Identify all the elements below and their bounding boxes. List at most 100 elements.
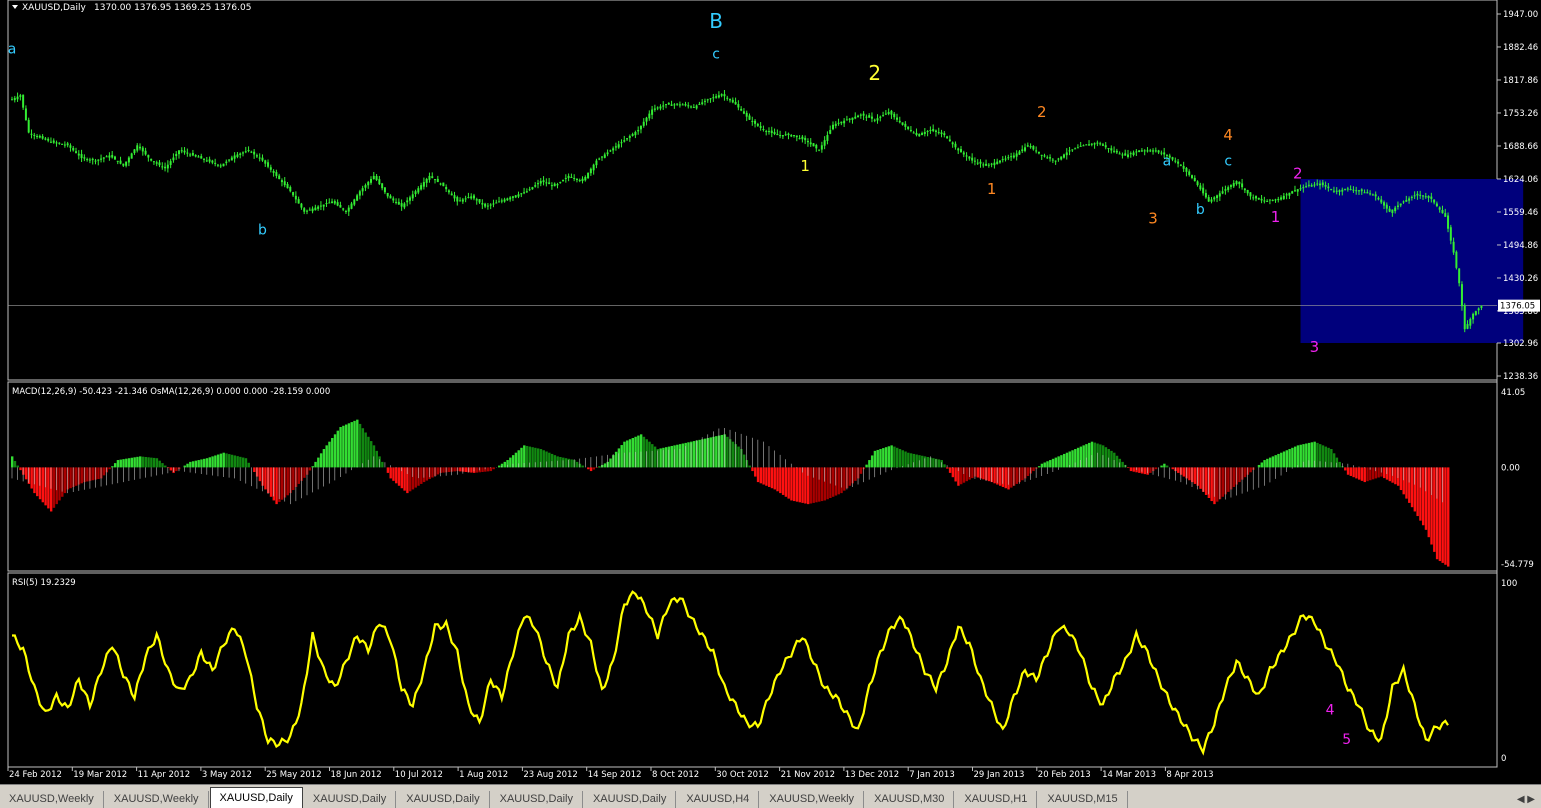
- tab-xauusd-weekly[interactable]: XAUUSD,Weekly: [105, 791, 209, 808]
- candle-body: [1004, 158, 1007, 160]
- tab-scroll-arrows-icon[interactable]: ◀ ▶: [1516, 794, 1535, 805]
- candle-body: [578, 180, 581, 182]
- macd-bar: [559, 456, 562, 468]
- macd-bar: [200, 459, 203, 468]
- tab-xauusd-daily[interactable]: XAUUSD,Daily: [397, 791, 490, 808]
- candle-body: [63, 144, 66, 146]
- candle-body: [1088, 144, 1091, 146]
- candle-body: [478, 199, 481, 203]
- tab-xauusd-h1[interactable]: XAUUSD,H1: [955, 791, 1038, 808]
- macd-bar: [1410, 467, 1414, 508]
- candle-body: [948, 139, 951, 142]
- candle-body: [389, 195, 392, 199]
- chart-window[interactable]: a Bc b 2 1 2 1 4 3 a c b 2 1 3 MACD(12,26,9) -50.423 -…: [0, 0, 1541, 784]
- candle-body: [283, 181, 286, 186]
- candle-body: [1421, 195, 1424, 197]
- macd-pane[interactable]: MACD(12,26,9) -50.423 -21.346 OsMA(12,26…: [11, 387, 1450, 567]
- tab-xauusd-daily[interactable]: XAUUSD,Daily: [209, 787, 303, 808]
- candle-body: [653, 108, 656, 110]
- tab-xauusd-daily[interactable]: XAUUSD,Daily: [584, 791, 677, 808]
- candle-body: [395, 201, 398, 203]
- candle-body: [934, 130, 937, 133]
- price-pane[interactable]: a Bc b 2 1 2 1 4 3 a c b 2 1 3: [8, 9, 1524, 356]
- macd-bar: [1216, 467, 1219, 502]
- macd-bar: [122, 459, 125, 468]
- candle-body: [1374, 194, 1377, 197]
- candle-body: [1018, 151, 1021, 155]
- chevron-down-icon[interactable]: [12, 5, 18, 9]
- price-tick-label: 1882.46: [1503, 43, 1538, 53]
- macd-bar: [1266, 458, 1269, 468]
- macd-bar: [882, 448, 885, 468]
- macd-bar: [127, 458, 131, 468]
- macd-bar: [754, 467, 757, 477]
- macd-bar: [1129, 467, 1133, 472]
- macd-bar: [1369, 467, 1372, 481]
- candle-body: [80, 154, 83, 159]
- candle-body: [1182, 165, 1185, 169]
- macd-bar: [356, 419, 359, 468]
- tab-xauusd-m30[interactable]: XAUUSD,M30: [865, 791, 955, 808]
- macd-bar: [80, 467, 83, 484]
- candle-body: [536, 183, 539, 185]
- candle-body: [1085, 144, 1088, 146]
- rsi-pane[interactable]: RSI(5) 19.2329 45: [12, 578, 1449, 756]
- macd-bar: [1082, 445, 1085, 468]
- candle-body: [1110, 148, 1113, 151]
- candle-body: [1196, 181, 1199, 186]
- time-tick-label: 14 Sep 2012: [588, 770, 642, 780]
- candle-body: [139, 146, 142, 149]
- tab-xauusd-daily[interactable]: XAUUSD,Daily: [491, 791, 583, 808]
- candle-body: [1138, 150, 1141, 153]
- candle-body: [759, 126, 762, 128]
- time-tick-label: 8 Apr 2013: [1166, 770, 1213, 780]
- macd-bar: [130, 457, 134, 468]
- macd-bar: [932, 458, 935, 468]
- tab-xauusd-h4[interactable]: XAUUSD,H4: [677, 791, 760, 808]
- macd-bar: [1383, 467, 1386, 479]
- macd-bar: [859, 467, 863, 474]
- macd-bar: [762, 467, 765, 485]
- macd-bar: [49, 467, 53, 512]
- candle-body: [1255, 196, 1258, 199]
- candle-body: [1410, 196, 1413, 198]
- candle-body: [144, 150, 147, 155]
- candle-body: [464, 198, 467, 200]
- highlight-box: [1300, 179, 1524, 343]
- macd-bar: [16, 465, 19, 468]
- macd-bar: [1430, 467, 1433, 545]
- candle-body: [731, 99, 734, 103]
- macd-bar: [1099, 444, 1102, 468]
- candle-body: [1438, 207, 1441, 210]
- candle-body: [459, 200, 462, 202]
- candle-body: [870, 116, 873, 119]
- tab-xauusd-daily[interactable]: XAUUSD,Daily: [304, 791, 397, 808]
- candle-body: [58, 142, 61, 144]
- candle-body: [484, 203, 487, 207]
- tab-xauusd-weekly[interactable]: XAUUSD,Weekly: [760, 791, 865, 808]
- macd-bar: [901, 450, 904, 468]
- candle-body: [818, 149, 821, 151]
- tab-xauusd-weekly[interactable]: XAUUSD,Weekly: [0, 791, 104, 808]
- candle-body: [1082, 145, 1085, 147]
- candle-body: [1152, 150, 1155, 152]
- candle-body: [180, 150, 183, 152]
- macd-bar: [1377, 467, 1380, 478]
- candle-body: [1338, 190, 1341, 192]
- macd-bar: [1316, 442, 1319, 468]
- candle-body: [998, 160, 1001, 163]
- candle-body: [598, 158, 601, 160]
- candle-body: [923, 132, 926, 134]
- candle-body: [1277, 198, 1280, 201]
- wave-label: c: [1224, 154, 1232, 170]
- candle-body: [1160, 152, 1163, 154]
- candle-body: [495, 202, 498, 204]
- candle-body: [628, 136, 631, 138]
- candle-body: [1402, 201, 1405, 203]
- time-tick-label: 7 Jan 2013: [909, 770, 955, 780]
- candle-body: [1460, 284, 1463, 307]
- tab-xauusd-m15[interactable]: XAUUSD,M15: [1038, 791, 1128, 808]
- candle-body: [1068, 150, 1071, 152]
- candle-body: [272, 170, 275, 173]
- macd-bar: [815, 467, 818, 503]
